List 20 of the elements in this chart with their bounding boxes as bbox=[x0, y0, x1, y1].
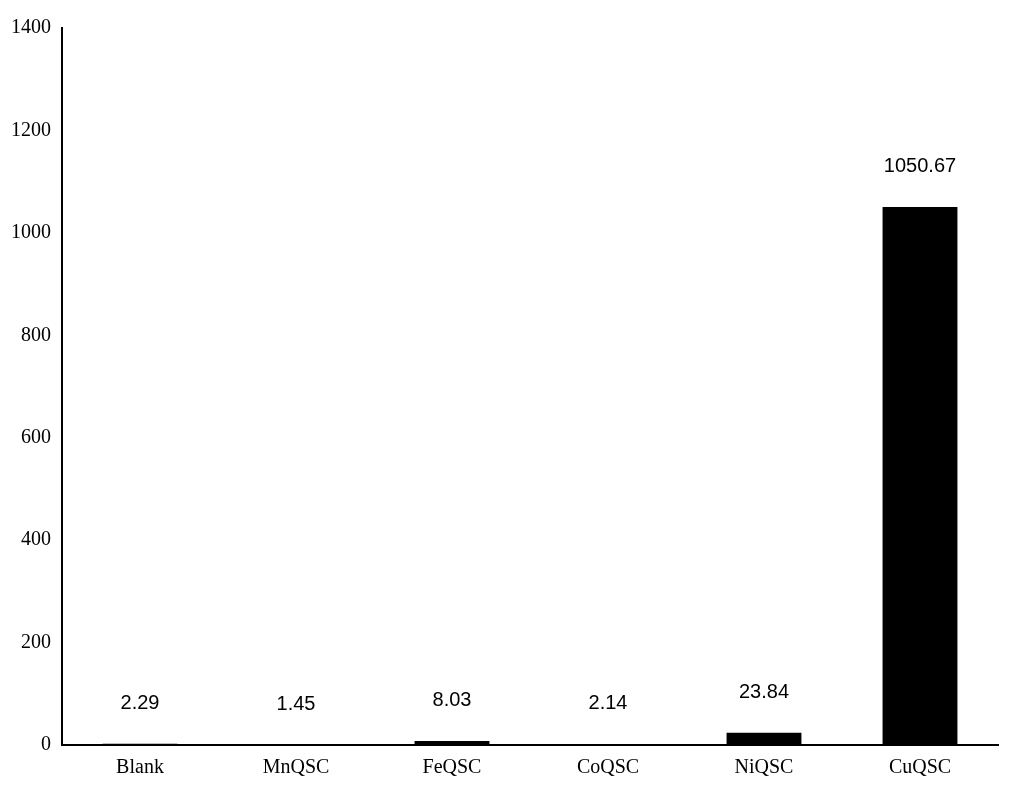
x-tick-label: Blank bbox=[116, 755, 164, 778]
data-label: 2.29 bbox=[120, 691, 160, 714]
x-tick-label: NiQSC bbox=[734, 755, 794, 778]
x-tick-label: FeQSC bbox=[422, 755, 482, 778]
y-tick-label: 1400 bbox=[11, 15, 51, 38]
y-tick-label: 1000 bbox=[11, 220, 51, 243]
y-tick-label: 400 bbox=[21, 527, 51, 550]
x-tick-label: CoQSC bbox=[576, 755, 640, 778]
data-label: 23.84 bbox=[738, 680, 790, 703]
data-label: 2.14 bbox=[588, 691, 628, 714]
x-tick-label: CuQSC bbox=[888, 755, 952, 778]
y-tick-label: 800 bbox=[21, 322, 51, 345]
y-tick-label: 600 bbox=[21, 424, 51, 447]
y-tick-label: 1200 bbox=[11, 117, 51, 140]
data-label: 1050.67 bbox=[883, 154, 957, 177]
x-tick-label: MnQSC bbox=[262, 755, 330, 778]
y-tick-label: 0 bbox=[41, 732, 51, 755]
y-tick-label: 200 bbox=[21, 629, 51, 652]
data-label: 8.03 bbox=[432, 688, 472, 711]
data-label: 1.45 bbox=[276, 691, 316, 714]
